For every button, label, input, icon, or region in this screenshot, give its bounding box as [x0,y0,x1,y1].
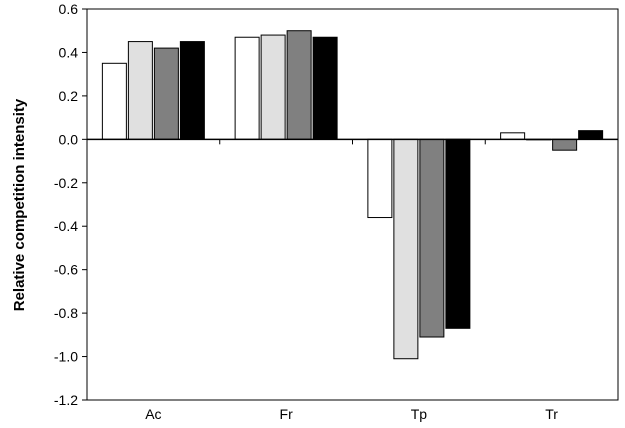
bar [312,36,338,140]
bar [419,138,445,338]
x-category-label: Tr [545,406,558,422]
x-category-label: Ac [145,406,161,422]
y-tick-label: 0.0 [59,131,79,147]
bar [234,36,260,140]
y-tick-label: -1.2 [54,392,78,408]
bar [500,132,526,140]
y-tick-label: -0.4 [54,218,78,234]
y-axis-ticks: 0.6 0.4 0.2 0.0 -0.2 -0.4 -0.6 -0.8 -1.0 -1.2 [54,1,87,408]
y-tick-label: 0.4 [59,44,79,60]
x-category-label: Tp [411,406,428,422]
bar [367,138,393,219]
bar [445,138,471,329]
y-tick-label: -0.6 [54,262,78,278]
y-tick-label: -0.8 [54,305,78,321]
bar [578,130,604,140]
bar [393,138,419,360]
plot-frame [86,8,619,401]
bar [552,138,578,151]
bar [101,62,127,140]
y-tick-label: 0.6 [59,1,79,17]
y-tick-label: -1.0 [54,349,78,365]
y-tick-label: 0.2 [59,88,79,104]
bar [153,47,179,140]
x-category-label: Fr [280,406,294,422]
x-axis-ticks: Ac Fr Tp Tr [145,139,558,422]
bar [286,30,312,140]
y-tick-label: -0.2 [54,175,78,191]
bars-group [101,30,604,360]
bar [179,41,205,140]
bar [260,34,286,140]
bar [127,41,153,140]
y-axis-title: Relative competition intensity [11,98,28,311]
